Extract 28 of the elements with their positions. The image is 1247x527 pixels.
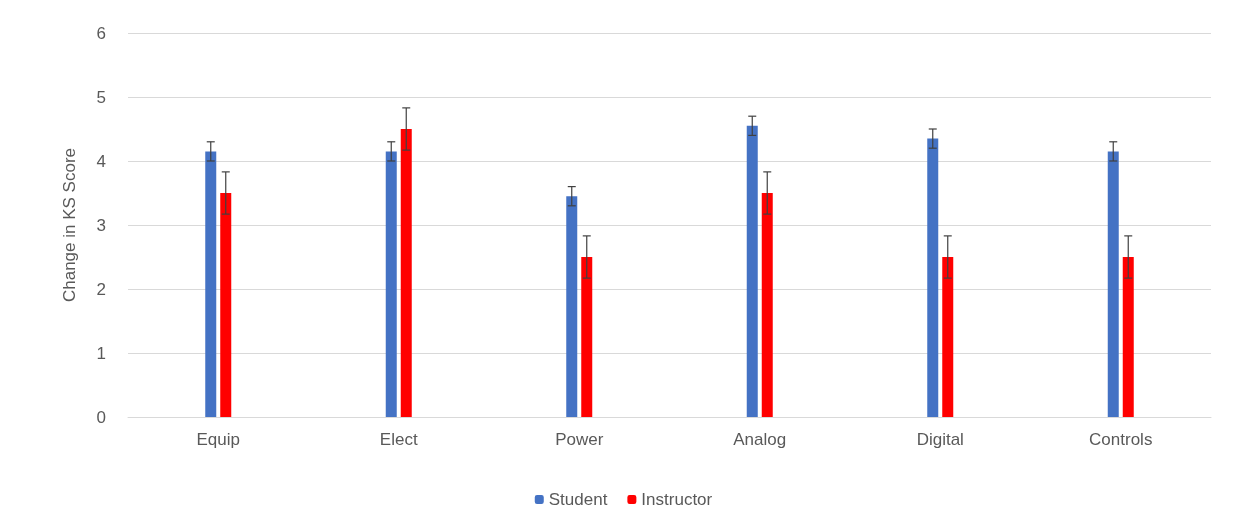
bar	[581, 257, 593, 417]
x-tick-label: Equip	[196, 430, 240, 449]
x-tick-label: Analog	[733, 430, 787, 449]
y-tick-label: 4	[96, 151, 106, 171]
bar	[385, 151, 397, 417]
y-tick-label: 0	[96, 407, 106, 427]
y-tick-label: 1	[96, 343, 106, 363]
y-tick-label: 6	[96, 23, 106, 43]
y-tick-label: 3	[96, 215, 106, 235]
bar	[1107, 151, 1119, 417]
y-tick-label: 5	[96, 87, 106, 107]
y-tick-label: 2	[96, 279, 106, 299]
x-tick-label: Digital	[916, 430, 964, 449]
bar	[205, 151, 217, 417]
x-tick-label: Controls	[1089, 430, 1153, 449]
bar	[400, 129, 412, 417]
bar	[761, 193, 773, 417]
bar	[1122, 257, 1134, 417]
x-tick-label: Elect	[379, 430, 418, 449]
bar	[927, 138, 939, 417]
bar	[942, 257, 954, 417]
bar	[566, 196, 578, 417]
x-tick-label: Power	[555, 430, 604, 449]
legend-label: Instructor	[641, 490, 713, 509]
bar	[746, 125, 758, 417]
legend-label: Student	[548, 490, 608, 509]
y-axis-title: Change in KS Score	[59, 147, 79, 303]
bar	[220, 193, 232, 417]
